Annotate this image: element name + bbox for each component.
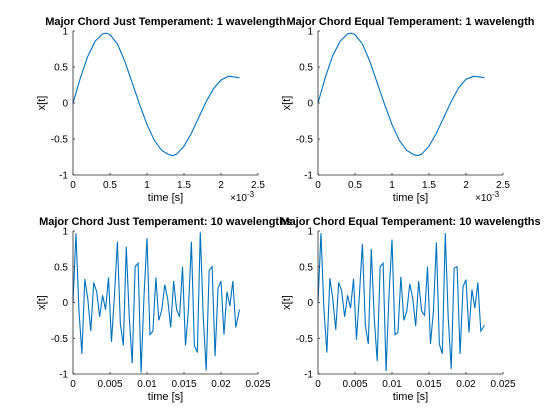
- x-tick-label: 0: [315, 379, 321, 390]
- x-tick-label: 1: [389, 180, 395, 191]
- x-axis-label: time [s]: [393, 192, 428, 204]
- y-tick-label: -1: [59, 370, 68, 381]
- x-tick-label: 1: [144, 180, 150, 191]
- series-line: [317, 233, 485, 372]
- chart-title: Major Chord Just Temperament: 1 waveleng…: [45, 16, 286, 28]
- y-tick-label: -0.5: [296, 334, 314, 345]
- y-tick-label: 0: [307, 99, 313, 110]
- x-multiplier: ×10-3: [230, 190, 255, 204]
- y-tick-label: 1: [62, 227, 68, 238]
- y-tick-label: -0.5: [51, 135, 69, 146]
- x-tick-label: 2.5: [496, 180, 510, 191]
- plot-area: [73, 31, 258, 175]
- x-tick-label: 0.5: [348, 180, 362, 191]
- y-tick-label: 0.5: [54, 63, 68, 74]
- chart-title: Major Chord Just Temperament: 10 wavelen…: [39, 216, 292, 228]
- x-tick-label: 0.005: [342, 379, 367, 390]
- plot-area: [318, 31, 503, 175]
- x-tick-label: 2: [463, 180, 469, 191]
- x-multiplier-exponent: -3: [247, 190, 255, 199]
- y-axis-label: x[t]: [36, 295, 48, 310]
- x-axis-label: time [s]: [148, 391, 183, 403]
- x-multiplier-base: ×10: [475, 193, 492, 204]
- subplot-2: 0 0.5 1 1.5 2 2.5 -1 -0.5 0 0.5 1 ×10-3 time [s] x[t]…: [281, 16, 535, 204]
- x-tick-label: 0: [70, 379, 76, 390]
- y-tick-label: 0: [307, 298, 313, 309]
- series-line: [72, 232, 241, 373]
- x-tick-label: 1.5: [177, 180, 191, 191]
- subplot-4: 0 0.005 0.01 0.015 0.02 0.025 -1 -0.5 0 0.5 1 time …: [280, 216, 540, 403]
- chart-title: Major Chord Equal Temperament: 10 wavele…: [280, 216, 540, 228]
- subplot-3: 0 0.005 0.01 0.015 0.02 0.025 -1 -0.5 0 0.5 1 time …: [36, 216, 292, 403]
- y-tick-label: -1: [304, 171, 313, 182]
- y-tick-label: 0.5: [299, 262, 313, 273]
- x-tick-label: 0.02: [211, 379, 231, 390]
- y-axis-label: x[t]: [281, 295, 293, 310]
- chart-title: Major Chord Equal Temperament: 1 wavelen…: [287, 16, 535, 28]
- x-multiplier-exponent: -3: [492, 190, 500, 199]
- x-axis-label: time [s]: [393, 391, 428, 403]
- x-tick-label: 0: [70, 180, 76, 191]
- series-line: [317, 32, 485, 157]
- x-tick-label: 0.015: [171, 379, 196, 390]
- x-tick-label: 0: [315, 180, 321, 191]
- y-tick-label: -0.5: [51, 334, 69, 345]
- y-axis-label: x[t]: [36, 96, 48, 111]
- series-line: [72, 32, 240, 157]
- x-tick-label: 0.01: [382, 379, 402, 390]
- x-tick-label: 0.025: [490, 379, 515, 390]
- y-tick-label: 1: [62, 27, 68, 38]
- x-axis-label: time [s]: [148, 192, 183, 204]
- x-multiplier: ×10-3: [475, 190, 500, 204]
- x-tick-label: 0.025: [245, 379, 270, 390]
- y-tick-label: -1: [59, 171, 68, 182]
- y-tick-label: 0.5: [299, 63, 313, 74]
- x-tick-label: 0.01: [137, 379, 157, 390]
- y-tick-label: -0.5: [296, 135, 314, 146]
- x-tick-label: 2: [218, 180, 224, 191]
- x-tick-label: 2.5: [251, 180, 265, 191]
- y-tick-label: -1: [304, 370, 313, 381]
- y-axis-label: x[t]: [281, 96, 293, 111]
- y-tick-label: 0: [62, 99, 68, 110]
- x-tick-label: 1.5: [422, 180, 436, 191]
- x-tick-label: 0.5: [103, 180, 117, 191]
- y-tick-label: 1: [307, 27, 313, 38]
- x-tick-label: 0.02: [456, 379, 476, 390]
- x-tick-label: 0.015: [416, 379, 441, 390]
- subplot-1: 0 0.5 1 1.5 2 2.5 -1 -0.5 0 0.5 1 ×10-3 time [s] x[t]…: [36, 16, 286, 204]
- y-tick-label: 1: [307, 227, 313, 238]
- y-tick-label: 0.5: [54, 262, 68, 273]
- x-multiplier-base: ×10: [230, 193, 247, 204]
- x-tick-label: 0.005: [97, 379, 122, 390]
- y-tick-label: 0: [62, 298, 68, 309]
